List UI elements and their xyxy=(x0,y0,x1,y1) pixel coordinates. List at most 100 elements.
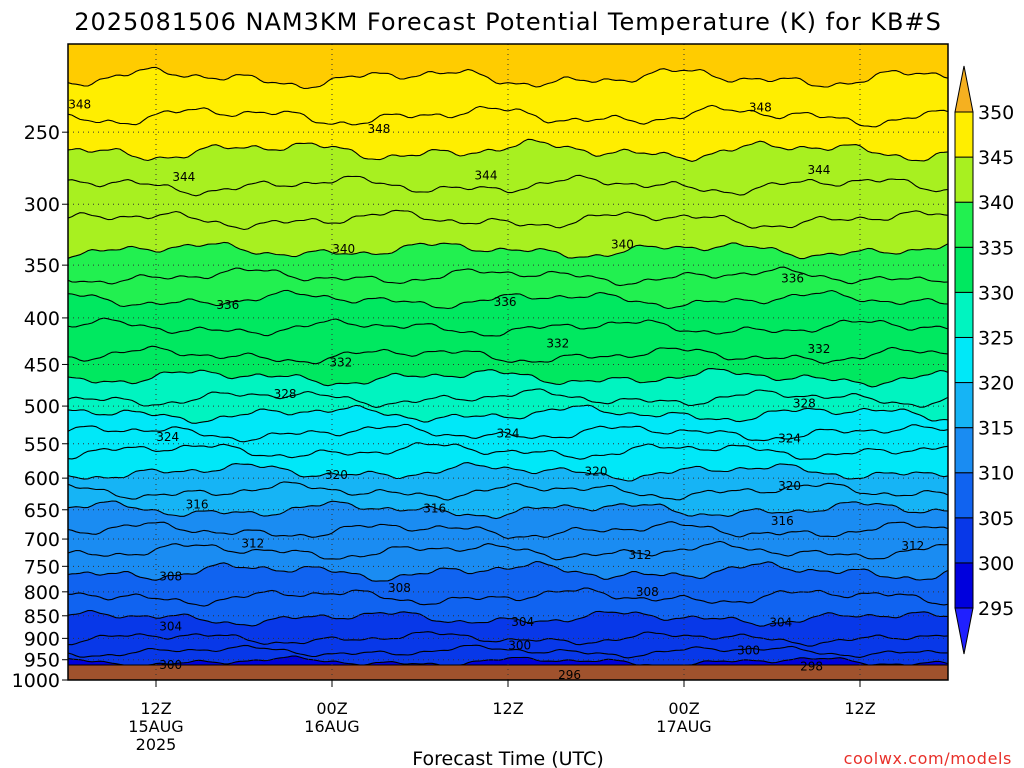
x-tick-label-12-0: 00Z xyxy=(316,699,347,718)
x-tick-label-0-0: 12Z xyxy=(140,699,171,718)
contour-label-308-28: 308 xyxy=(159,570,182,584)
isentrope-322 xyxy=(67,442,949,460)
isentrope-318 xyxy=(67,481,949,501)
isentrope-332 xyxy=(67,345,949,365)
isentrope-300 xyxy=(67,655,949,666)
y-tick-label-850: 850 xyxy=(24,606,60,628)
colorbar-label-315: 315 xyxy=(978,418,1014,440)
contour-label-312-26: 312 xyxy=(629,548,652,562)
x-tick-label-36-1: 17AUG xyxy=(656,717,711,736)
ground-strip xyxy=(68,665,948,680)
isentrope-338 xyxy=(67,266,949,287)
x-tick-label-12-1: 16AUG xyxy=(304,717,359,736)
colorbar-bin-310 xyxy=(954,427,974,474)
colorbar-bin-320 xyxy=(954,336,974,384)
y-tick-label-750: 750 xyxy=(24,556,60,578)
isentrope-314 xyxy=(67,521,949,540)
y-tick-label-800: 800 xyxy=(24,582,60,604)
contour-label-308-29: 308 xyxy=(388,581,411,595)
contour-label-324-17: 324 xyxy=(497,427,520,441)
isentrope-342 xyxy=(67,209,949,231)
contour-label-332-13: 332 xyxy=(807,342,830,356)
colorbar-label-350: 350 xyxy=(978,102,1014,124)
contour-label-300-36: 300 xyxy=(737,643,760,657)
colorbar-label-305: 305 xyxy=(978,508,1014,530)
colorbar-bin-335 xyxy=(954,201,974,248)
colorbar: 350 345 340 335 330 325 320 315 310 305 300 295 xyxy=(954,65,1014,655)
isentrope-334 xyxy=(67,317,949,337)
contour-label-316-24: 316 xyxy=(771,514,794,528)
contour-label-336-9: 336 xyxy=(494,295,517,309)
contour-label-348-0: 348 xyxy=(68,97,91,111)
colorbar-top-arrow xyxy=(954,65,974,113)
contour-label-324-16: 324 xyxy=(156,430,179,444)
contour-label-340-6: 340 xyxy=(332,242,355,256)
contour-label-332-12: 332 xyxy=(546,337,569,351)
contour-label-344-4: 344 xyxy=(475,169,498,183)
isentrope-326 xyxy=(67,404,949,424)
y-tick-label-400: 400 xyxy=(24,308,60,330)
colorbar-bin-305 xyxy=(954,472,974,519)
colorbar-label-295: 295 xyxy=(978,598,1014,620)
isentrope-348 xyxy=(67,104,949,128)
colorbar-bin-330 xyxy=(954,246,974,293)
y-tick-label-950: 950 xyxy=(24,650,60,672)
colorbar-label-325: 325 xyxy=(978,327,1014,349)
contour-label-332-11: 332 xyxy=(329,356,352,370)
colorbar-bin-340 xyxy=(954,156,974,203)
y-tick-label-1000: 1000 xyxy=(12,670,60,692)
contour-label-308-30: 308 xyxy=(636,585,659,599)
isentrope-346 xyxy=(67,138,949,162)
isentrope-330 xyxy=(67,368,949,388)
x-tick-label-0-1: 15AUG xyxy=(128,717,183,736)
contour-label-304-31: 304 xyxy=(159,619,182,633)
y-tick-label-650: 650 xyxy=(24,500,60,522)
colorbar-label-340: 340 xyxy=(978,192,1014,214)
contour-label-312-27: 312 xyxy=(901,539,924,553)
colorbar-bin-325 xyxy=(954,291,974,338)
colorbar-bin-345 xyxy=(954,111,974,158)
contour-label-304-33: 304 xyxy=(769,616,792,630)
chart-title: 2025081506 NAM3KM Forecast Potential Tem… xyxy=(74,8,942,36)
y-tick-label-600: 600 xyxy=(24,468,60,490)
contour-label-328-14: 328 xyxy=(274,387,297,401)
contour-label-312-25: 312 xyxy=(241,537,264,551)
colorbar-label-335: 335 xyxy=(978,237,1014,259)
colorbar-label-345: 345 xyxy=(978,147,1014,169)
contour-label-316-23: 316 xyxy=(423,502,446,516)
colorbar-label-300: 300 xyxy=(978,553,1014,575)
isentrope-324 xyxy=(67,423,949,443)
contour-label-298-37: 298 xyxy=(800,659,823,673)
contour-label-320-19: 320 xyxy=(325,468,348,482)
contour-label-344-5: 344 xyxy=(807,163,830,177)
colorbar-bottom-arrow xyxy=(954,607,974,655)
contour-label-300-35: 300 xyxy=(508,638,531,652)
colorbar-label-320: 320 xyxy=(978,373,1014,395)
x-tick-label-24-0: 12Z xyxy=(492,699,523,718)
colorbar-bin-315 xyxy=(954,382,974,429)
isentrope-308 xyxy=(68,587,949,607)
y-tick-label-450: 450 xyxy=(24,354,60,376)
contour-label-348-1: 348 xyxy=(367,122,390,136)
contour-label-320-20: 320 xyxy=(585,464,608,478)
contour-label-336-8: 336 xyxy=(216,298,239,312)
contour-label-328-15: 328 xyxy=(793,397,816,411)
y-tick-label-550: 550 xyxy=(24,434,60,456)
y-tick-label-300: 300 xyxy=(24,194,60,216)
y-tick-label-350: 350 xyxy=(24,255,60,277)
contour-label-336-10: 336 xyxy=(781,271,804,285)
isentrope-328 xyxy=(67,388,949,408)
contour-label-300-34: 300 xyxy=(159,658,182,672)
y-tick-label-250: 250 xyxy=(24,122,60,144)
colorbar-label-330: 330 xyxy=(978,282,1014,304)
isentrope-320 xyxy=(67,462,949,482)
contour-label-324-18: 324 xyxy=(778,432,801,446)
contour-label-348-2: 348 xyxy=(749,101,772,115)
contour-labels: 348 348 348 344 344 344 340 340 336 336 336 332 332 3… xyxy=(68,97,924,682)
x-tick-label-0-2: 2025 xyxy=(136,735,177,754)
band-350 xyxy=(68,44,948,89)
contour-label-304-32: 304 xyxy=(511,615,534,629)
colorbar-bin-300 xyxy=(954,517,974,564)
